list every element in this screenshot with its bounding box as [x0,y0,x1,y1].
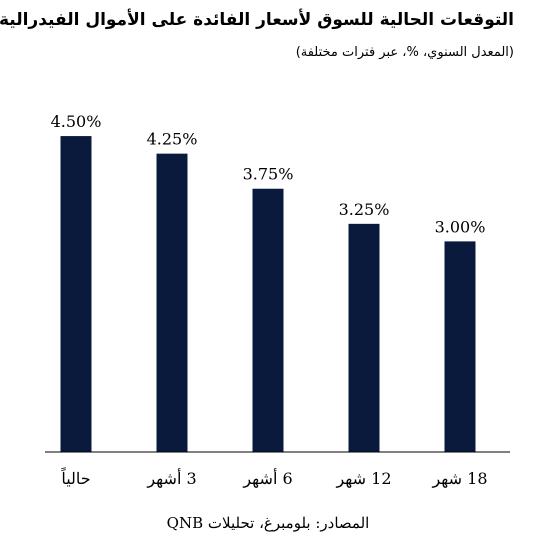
category-label-0: حالياً [61,466,91,488]
chart-subtitle: (المعدل السنوي، %، عبر فترات مختلفة) [295,45,514,60]
chart-title: التوقعات الحالية للسوق لأسعار الفائدة عل… [0,10,514,30]
bar-2 [252,188,284,453]
category-label-1: 3 أشهر [146,468,196,488]
source-note: المصادر: بلومبرغ، تحليلات QNB [166,514,370,532]
value-label-3: 3.25% [339,200,390,219]
bar-1 [156,153,188,452]
bar-4 [444,241,476,452]
bar-0 [60,136,92,452]
value-label-2: 3.75% [243,165,294,184]
value-label-4: 3.00% [435,217,486,236]
value-label-0: 4.50% [51,112,102,131]
category-label-3: 12 شهر [335,469,391,488]
value-label-1: 4.25% [147,130,198,149]
category-label-4: 18 شهر [431,469,487,488]
bar-3 [348,223,380,452]
category-label-2: 6 أشهر [242,468,292,488]
